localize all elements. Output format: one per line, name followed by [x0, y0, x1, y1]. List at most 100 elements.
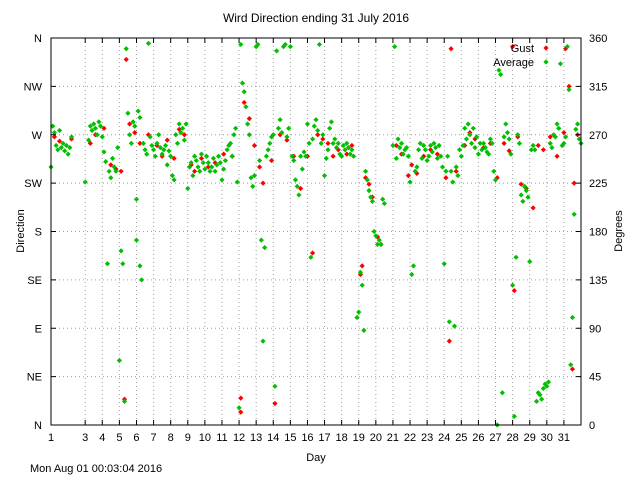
average-point: [364, 177, 370, 183]
x-tick-label: 7: [151, 432, 157, 444]
average-point: [438, 153, 444, 159]
gust-point: [132, 130, 138, 136]
average-point: [104, 261, 111, 267]
average-point: [405, 153, 411, 159]
average-point: [178, 130, 184, 136]
average-point: [472, 145, 478, 151]
average-point: [568, 362, 574, 368]
legend-marker-average: [543, 59, 549, 65]
average-point: [159, 151, 165, 157]
x-tick-label: 21: [387, 432, 399, 444]
average-point: [402, 147, 408, 153]
average-point: [304, 121, 311, 127]
average-point: [267, 140, 273, 146]
gust-point: [409, 162, 415, 168]
average-point: [362, 168, 369, 174]
average-point: [453, 164, 459, 170]
average-point: [243, 104, 249, 110]
average-point: [339, 153, 345, 159]
average-point: [195, 164, 201, 170]
average-point: [68, 134, 75, 140]
average-point: [410, 263, 417, 269]
average-point: [58, 145, 64, 151]
gust-point: [330, 153, 336, 159]
x-tick-label: 29: [524, 432, 536, 444]
y-tick-label-left: E: [35, 323, 42, 335]
average-point: [457, 147, 463, 153]
average-point: [99, 134, 105, 140]
average-point: [183, 121, 189, 127]
x-tick-label: 20: [370, 432, 382, 444]
x-tick-label: 27: [489, 432, 501, 444]
average-point: [296, 192, 302, 198]
average-point: [144, 151, 150, 157]
average-point: [426, 153, 432, 159]
average-point: [436, 142, 442, 149]
legend-marker-gust: [543, 45, 549, 51]
gust-point: [251, 142, 258, 149]
average-point: [501, 134, 507, 140]
average-point: [150, 147, 157, 153]
average-point: [511, 413, 517, 419]
average-point: [552, 134, 558, 140]
average-point: [315, 127, 321, 134]
average-point: [289, 153, 295, 159]
average-point: [120, 261, 126, 267]
average-point: [393, 155, 399, 161]
y-tick-label-right: 180: [589, 227, 607, 239]
average-point: [86, 137, 92, 143]
average-point: [87, 123, 93, 129]
average-point: [342, 147, 348, 153]
gust-point: [164, 137, 170, 143]
average-point: [530, 142, 536, 149]
average-point: [482, 145, 488, 151]
average-point: [434, 155, 440, 161]
y-tick-label-right: 360: [589, 33, 607, 45]
average-point: [135, 108, 141, 114]
legend-label-average: Average: [493, 57, 534, 69]
gust-point: [453, 168, 459, 174]
average-point: [333, 145, 340, 151]
average-point: [137, 114, 143, 121]
average-point: [229, 153, 235, 159]
average-point: [284, 134, 290, 140]
average-point: [404, 145, 410, 151]
x-tick-label: 13: [250, 432, 262, 444]
average-point: [227, 140, 234, 146]
average-point: [299, 166, 305, 172]
gust-point: [298, 185, 304, 192]
average-point: [241, 89, 247, 95]
average-point: [412, 168, 418, 174]
average-point: [374, 241, 381, 247]
average-point: [168, 153, 174, 159]
gust-point: [448, 46, 454, 52]
average-point: [470, 125, 476, 131]
average-point: [460, 142, 466, 149]
average-point: [180, 125, 186, 131]
gust-point: [511, 288, 517, 294]
y-tick-label-left: N: [34, 420, 42, 432]
average-point: [477, 140, 483, 146]
average-point: [475, 151, 482, 157]
average-point: [547, 140, 553, 146]
average-point: [427, 142, 434, 149]
x-tick-label: 25: [455, 432, 467, 444]
average-point: [508, 151, 514, 157]
average-point: [140, 140, 146, 146]
gust-point: [127, 121, 133, 127]
x-tick-label: 18: [336, 432, 348, 444]
average-point: [115, 145, 121, 151]
average-point: [171, 177, 177, 183]
gust-point: [238, 395, 244, 401]
y-tick-label-left: NW: [24, 81, 43, 93]
average-point: [445, 153, 451, 159]
average-point: [128, 140, 134, 146]
average-point: [287, 44, 293, 50]
gust-point: [554, 153, 560, 159]
average-point: [325, 147, 331, 153]
average-point: [446, 319, 452, 325]
average-point: [506, 136, 512, 142]
average-point: [200, 160, 206, 166]
average-point: [308, 254, 314, 260]
average-point: [309, 136, 316, 142]
